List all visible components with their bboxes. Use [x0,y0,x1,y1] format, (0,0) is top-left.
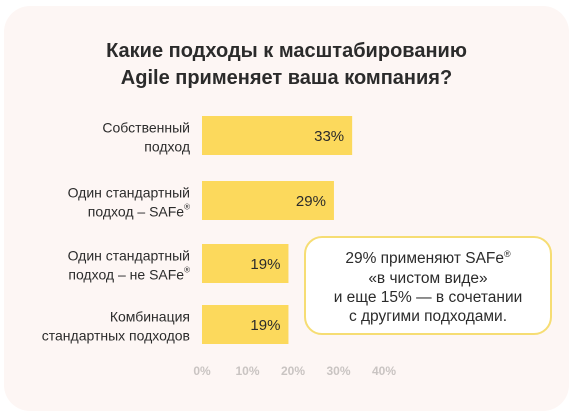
x-tick-label-3: 20% [281,364,305,378]
category-label-3-line-2: подход – не SAFe® [68,266,190,283]
bar-4 [202,305,289,344]
bar-value-label-2: 29% [296,193,326,210]
category-label-4-line-2: стандартных подходов [42,328,190,344]
callout-line-4: с другими подходами. [348,307,508,325]
category-label-1-line-2: подход [144,139,190,155]
callout-line-2: «в чистом виде» [368,269,488,287]
callout-line-3: и еще 15% — в сочетании [333,288,523,306]
category-label-1-line-1: Собственный [102,120,190,136]
chart-title: Какие подходы к масштабированию Agile пр… [0,38,573,92]
x-tick-label-4: 30% [326,364,350,378]
category-label-4-line-1: Комбинация [110,309,190,325]
bar-3 [202,244,289,283]
bar-value-label-3: 19% [250,256,280,273]
x-tick-label-1: 0% [193,364,211,378]
category-label-3-line-1: Один стандартный [68,248,190,264]
category-label-2-line-1: Один стандартный [68,185,190,201]
category-label-2-line-2: подход – SAFe® [88,203,190,220]
bar-value-label-4: 19% [250,317,280,334]
callout-text: 29% применяют SAFe® «в чистом виде» и еще … [334,245,523,325]
bar-2 [202,181,334,220]
chart-title-line-1: Какие подходы к масштабированию [106,40,467,62]
x-tick-label-2: 10% [235,364,259,378]
callout-line-1: 29% применяют SAFe® [345,249,511,268]
bar-value-label-1: 33% [314,128,344,145]
registered-mark: ® [504,249,511,260]
registered-mark: ® [184,203,190,212]
x-tick-label-5: 40% [372,364,396,378]
bar-1 [202,116,353,155]
chart-title-line-2: Agile применяет ваша компания? [120,67,453,89]
registered-mark: ® [184,266,190,275]
callout-box: 29% применяют SAFe® «в чистом виде» и еще … [304,236,552,335]
